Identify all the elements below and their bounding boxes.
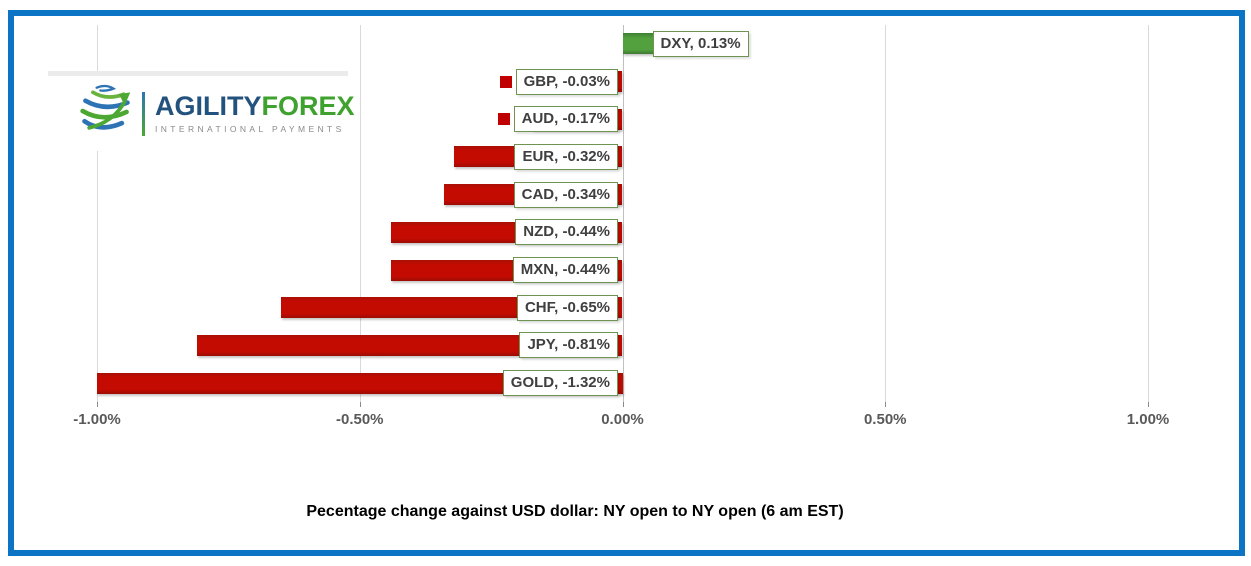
axis-tickmark--1.00%: [97, 402, 98, 407]
data-label-mxn: MXN, -0.44%: [512, 257, 618, 284]
bar-jpy: [196, 334, 623, 356]
axis-tickmark-0.50%: [885, 402, 887, 407]
data-label-gbp: GBP, -0.03%: [515, 68, 618, 95]
globe-arrow-icon: [78, 83, 134, 144]
x-axis-label-0.50%: 0.50%: [863, 411, 907, 428]
brand-name-agility: AGILITY: [155, 91, 262, 121]
data-label-gold: GOLD, -1.32%: [502, 370, 618, 397]
x-axis-label--0.50%: -0.50%: [335, 411, 384, 428]
brand-tagline: INTERNATIONAL PAYMENTS: [155, 124, 345, 134]
x-axis-label--1.00%: -1.00%: [73, 411, 121, 428]
data-label-cad: CAD, -0.34%: [513, 181, 618, 208]
legend-key-aud: [498, 113, 510, 126]
legend-key-gbp: [500, 75, 512, 88]
data-label-aud: AUD, -0.17%: [513, 106, 618, 133]
logo-top-strip: [48, 71, 348, 76]
chart-title: Pecentage change against USD dollar: NY …: [306, 503, 844, 520]
data-label-nzd: NZD, -0.44%: [515, 219, 618, 246]
zero-axis-line: [622, 25, 624, 402]
brand-name-forex: FOREX: [261, 91, 355, 121]
gridline--0.50%: [359, 25, 361, 402]
logo-separator: [142, 91, 145, 136]
company-logo: AGILITYFOREX INTERNATIONAL PAYMENTS: [48, 71, 355, 151]
data-label-chf: CHF, -0.65%: [516, 294, 618, 321]
data-label-dxy: DXY, 0.13%: [652, 30, 749, 57]
brand-name: AGILITYFOREX: [155, 93, 355, 120]
data-label-jpy: JPY, -0.81%: [519, 332, 618, 359]
axis-tickmark-1.00%: [1148, 402, 1149, 407]
gridline-0.50%: [885, 25, 887, 402]
x-axis-label-0.00%: 0.00%: [601, 411, 644, 428]
frame-border: [8, 10, 1245, 556]
data-label-eur: EUR, -0.32%: [514, 143, 618, 170]
bar-gold: [97, 372, 623, 394]
axis-tickmark-0.00%: [622, 402, 624, 407]
x-axis-label-1.00%: 1.00%: [1126, 411, 1170, 428]
axis-tickmark--0.50%: [359, 402, 361, 407]
plot-area: DXY, 0.13% GBP, -0.03% AUD, -0.17% EUR, -0.…: [97, 25, 1149, 402]
gridline-1.00%: [1148, 25, 1149, 402]
gridline--1.00%: [97, 25, 98, 402]
